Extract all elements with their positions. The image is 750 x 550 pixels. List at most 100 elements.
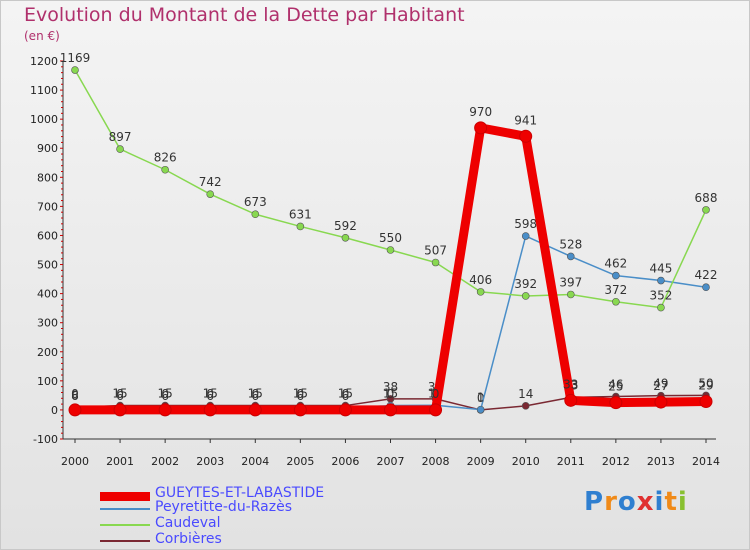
y-tick-label: 100 xyxy=(37,375,58,388)
data-point xyxy=(564,393,578,407)
x-tick-label: 2001 xyxy=(106,455,134,468)
y-tick-label: 400 xyxy=(37,288,58,301)
data-point xyxy=(702,283,710,292)
data-point xyxy=(386,246,395,254)
data-label: 826 xyxy=(154,151,177,165)
logo-letter: t xyxy=(664,487,678,517)
data-label: 0 xyxy=(71,387,79,401)
data-label: 397 xyxy=(559,275,582,289)
data-label: 1169 xyxy=(60,51,91,65)
y-tick-label: 700 xyxy=(37,200,58,213)
data-label: 25 xyxy=(608,380,623,394)
x-tick-label: 2009 xyxy=(467,455,495,468)
chart-title: Evolution du Montant de la Dette par Hab… xyxy=(24,4,465,26)
data-point xyxy=(341,233,350,242)
data-label: 688 xyxy=(695,191,718,205)
data-point xyxy=(521,402,530,410)
data-label: 33 xyxy=(563,377,578,391)
data-label: 372 xyxy=(604,283,627,297)
data-label: 528 xyxy=(559,237,582,251)
legend-swatch-corbieres xyxy=(100,540,150,542)
data-point xyxy=(338,403,352,417)
proxiti-logo: Proxiti xyxy=(584,487,688,517)
data-label: 392 xyxy=(514,277,537,291)
data-point xyxy=(657,303,665,312)
data-point xyxy=(384,403,397,417)
data-label: 15 xyxy=(293,387,308,401)
data-point xyxy=(566,252,575,261)
data-point xyxy=(654,395,668,409)
data-point xyxy=(521,292,530,300)
data-point xyxy=(699,394,713,408)
y-tick-label: 300 xyxy=(37,317,58,330)
logo-letter: x xyxy=(636,487,655,517)
data-label: 29 xyxy=(698,378,713,392)
data-label: 15 xyxy=(112,387,127,401)
legend-swatch-caudeval xyxy=(100,524,150,526)
data-label: 6 xyxy=(342,389,350,403)
x-tick-label: 2010 xyxy=(512,455,540,468)
data-point xyxy=(203,403,217,417)
data-label: 673 xyxy=(244,195,267,209)
data-point xyxy=(68,403,82,417)
y-tick-label: 0 xyxy=(51,404,58,417)
x-tick-label: 2004 xyxy=(241,455,269,468)
data-label: 550 xyxy=(379,231,402,245)
data-point xyxy=(566,290,575,299)
data-point xyxy=(612,297,620,306)
data-label: 0 xyxy=(387,387,395,401)
data-label: 15 xyxy=(203,387,218,401)
data-point xyxy=(429,403,443,417)
x-tick-label: 2007 xyxy=(377,455,405,468)
x-tick-label: 2014 xyxy=(692,455,720,468)
data-label: 8 xyxy=(71,389,79,403)
x-tick-label: 2013 xyxy=(647,455,675,468)
data-point xyxy=(206,190,215,198)
x-tick-label: 2008 xyxy=(422,455,450,468)
data-label: 49 xyxy=(653,377,668,391)
logo-letter: r xyxy=(604,487,618,517)
data-point xyxy=(476,288,485,296)
y-tick-label: 600 xyxy=(37,229,58,242)
data-point xyxy=(161,165,169,174)
x-tick-label: 2012 xyxy=(602,455,630,468)
y-tick-label: 1000 xyxy=(30,113,58,126)
data-label: 598 xyxy=(514,217,537,231)
data-label: 6 xyxy=(251,389,259,403)
chart-unit-label: (en €) xyxy=(24,29,60,43)
data-label: 27 xyxy=(653,379,668,393)
series-line-2 xyxy=(74,69,707,309)
data-label: 1 xyxy=(477,391,485,405)
data-label: 6 xyxy=(71,389,79,403)
data-label: 422 xyxy=(695,268,718,282)
data-label: 0 xyxy=(342,387,350,401)
data-point xyxy=(251,210,260,219)
data-point xyxy=(158,403,172,417)
data-label: 15 xyxy=(383,387,398,401)
data-point xyxy=(476,405,485,414)
data-label: 897 xyxy=(109,130,132,144)
x-tick-label: 2006 xyxy=(331,455,359,468)
y-tick-label: 900 xyxy=(37,142,58,155)
data-label: 0 xyxy=(161,387,169,401)
x-tick-label: 2005 xyxy=(286,455,314,468)
data-label: 0 xyxy=(432,387,440,401)
data-label: 6 xyxy=(116,389,124,403)
data-point xyxy=(116,145,124,153)
y-tick-label: 800 xyxy=(37,171,58,184)
data-point xyxy=(612,271,620,280)
data-label: 6 xyxy=(206,389,214,403)
data-point xyxy=(248,403,262,417)
data-point xyxy=(474,121,488,135)
data-label: 0 xyxy=(251,387,259,401)
data-label: 46 xyxy=(608,378,623,392)
data-point xyxy=(657,276,665,285)
logo-letter: o xyxy=(617,487,637,517)
data-label: 15 xyxy=(158,387,173,401)
data-point xyxy=(71,66,79,74)
legend-label-gueytes: GUEYTES-ET-LABASTIDE xyxy=(155,485,325,501)
x-tick-label: 2002 xyxy=(151,455,179,468)
logo-letter: i xyxy=(654,487,665,517)
